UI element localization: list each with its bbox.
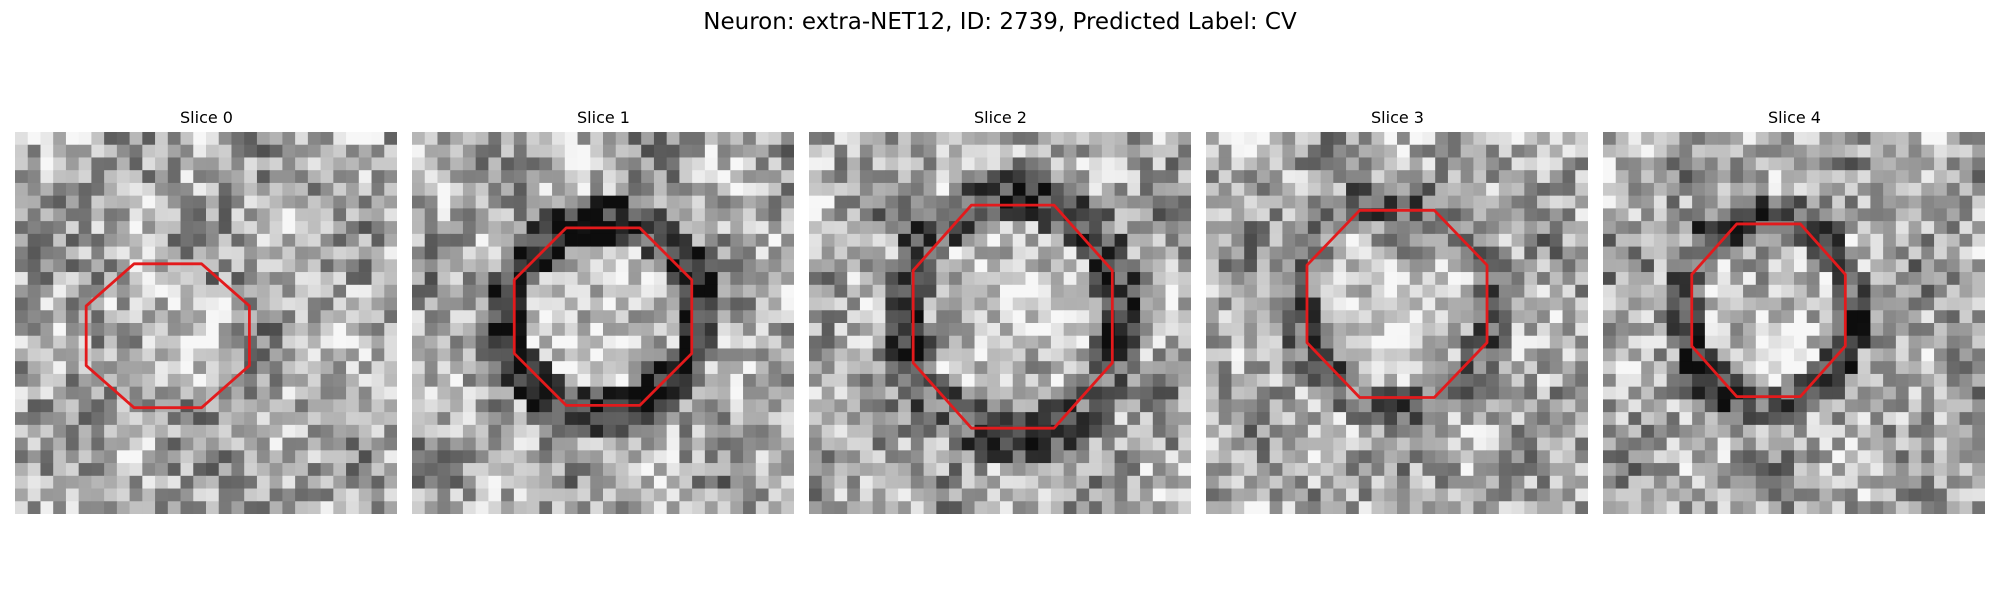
segmentation-contour xyxy=(84,262,251,410)
microscopy-image xyxy=(809,132,1191,514)
segmentation-contour xyxy=(911,203,1114,430)
microscopy-image xyxy=(1603,132,1985,514)
segmentation-contour xyxy=(512,226,694,407)
slice-panel-1: Slice 1 xyxy=(411,104,796,514)
slice-title: Slice 2 xyxy=(974,108,1027,127)
slice-title: Slice 4 xyxy=(1768,108,1821,127)
microscopy-image xyxy=(412,132,794,514)
slice-title: Slice 3 xyxy=(1371,108,1424,127)
figure-title: Neuron: extra-NET12, ID: 2739, Predicted… xyxy=(703,9,1297,35)
slice-panel-4: Slice 4 xyxy=(1602,104,1987,514)
segmentation-contour xyxy=(1305,208,1489,399)
slice-title: Slice 0 xyxy=(180,108,233,127)
slice-panel-0: Slice 0 xyxy=(14,104,399,514)
microscopy-image xyxy=(15,132,397,514)
slice-panel-3: Slice 3 xyxy=(1205,104,1590,514)
segmentation-contour xyxy=(1690,222,1847,398)
slice-title: Slice 1 xyxy=(577,108,630,127)
microscopy-image xyxy=(1206,132,1588,514)
slice-panel-2: Slice 2 xyxy=(808,104,1193,514)
